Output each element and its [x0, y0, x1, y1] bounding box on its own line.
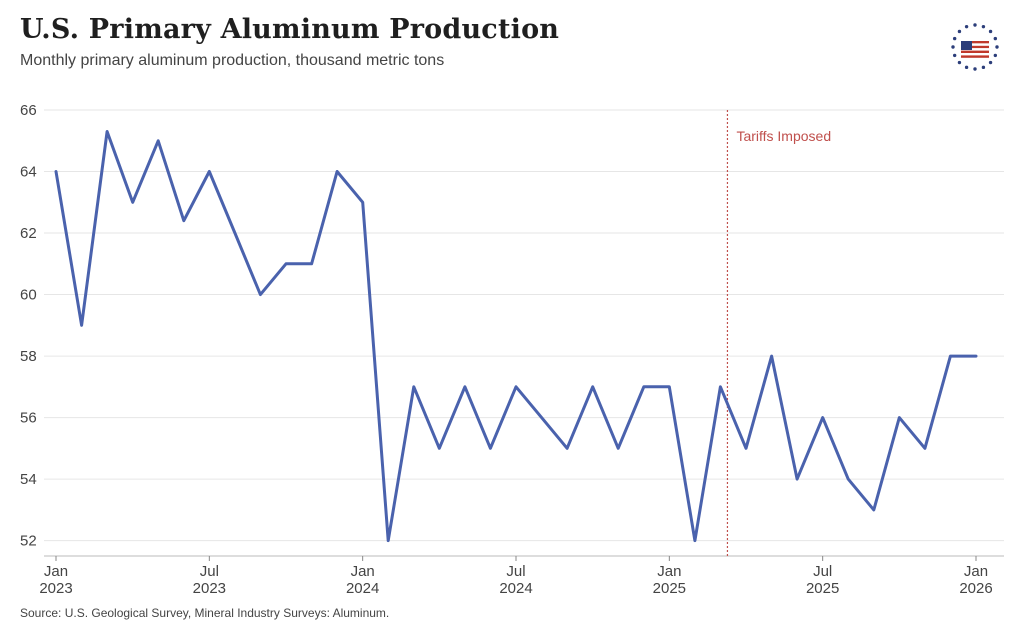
- x-tick-label-year: 2023: [193, 580, 226, 597]
- x-tick-label-year: 2024: [346, 580, 379, 597]
- flag-icon: [961, 41, 989, 58]
- annotation-label: Tariffs Imposed: [736, 128, 831, 144]
- series-group: [54, 130, 978, 543]
- star-dot: [988, 60, 993, 65]
- star-ring: [951, 23, 999, 71]
- star-dot: [952, 36, 957, 41]
- y-tick-label: 52: [20, 533, 37, 550]
- source-note: Source: U.S. Geological Survey, Mineral …: [20, 606, 390, 620]
- x-tick-label-month: Jul: [813, 563, 832, 580]
- star-dot: [993, 36, 998, 41]
- y-tick-label: 62: [20, 225, 37, 242]
- star-dot: [981, 24, 986, 29]
- star-dot: [973, 67, 977, 71]
- x-tick-label-year: 2024: [499, 580, 532, 597]
- star-dot: [993, 53, 998, 58]
- grid-lines: [44, 109, 1004, 542]
- star-dot: [957, 60, 962, 65]
- star-dot: [995, 45, 999, 49]
- x-tick-label-year: 2025: [806, 580, 839, 597]
- x-tick-label-month: Jul: [506, 563, 525, 580]
- star-dot: [964, 24, 969, 29]
- x-tick-label-year: 2026: [959, 580, 992, 597]
- star-dot: [973, 23, 977, 27]
- x-axis: Jan2023Jul2023Jan2024Jul2024Jan2025Jul20…: [39, 555, 1004, 597]
- series-line: [54, 130, 978, 543]
- x-tick-label-month: Jan: [964, 563, 988, 580]
- star-dot: [981, 65, 986, 70]
- y-axis: 52 54 56 58 60 62 64 66: [20, 102, 37, 550]
- y-tick-label: 54: [20, 471, 37, 488]
- x-tick-label-month: Jan: [351, 563, 375, 580]
- chart-subtitle: Monthly primary aluminum production, tho…: [20, 52, 445, 69]
- y-tick-label: 58: [20, 348, 37, 365]
- x-tick-label-month: Jan: [657, 563, 681, 580]
- star-dot: [957, 29, 962, 34]
- star-dot: [964, 65, 969, 70]
- y-tick-label: 64: [20, 164, 37, 181]
- american-flag-stars-icon: [951, 23, 999, 71]
- annotations: Tariffs Imposed: [726, 110, 831, 556]
- star-dot: [951, 45, 955, 49]
- x-tick-label-year: 2025: [653, 580, 686, 597]
- x-tick-label-year: 2023: [39, 580, 72, 597]
- y-tick-label: 60: [20, 287, 37, 304]
- star-dot: [952, 53, 957, 58]
- star-dot: [988, 29, 993, 34]
- x-tick-label-month: Jan: [44, 563, 68, 580]
- x-tick-label-month: Jul: [200, 563, 219, 580]
- y-tick-label: 56: [20, 410, 37, 427]
- chart-title: U.S. Primary Aluminum Production: [20, 14, 560, 45]
- y-tick-label: 66: [20, 102, 37, 119]
